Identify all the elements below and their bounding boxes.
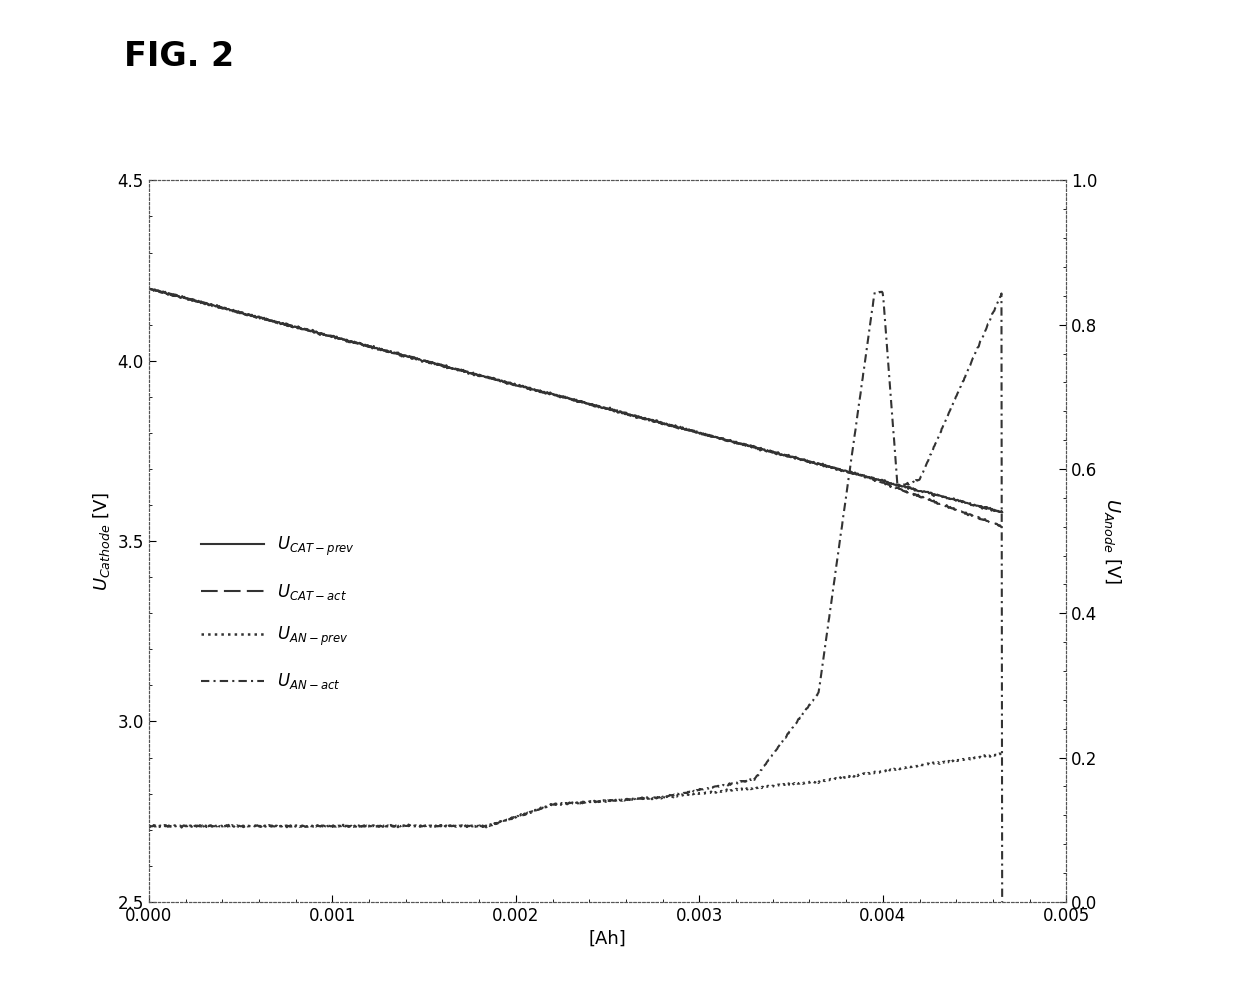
Y-axis label: $U_{Cathode}$ [V]: $U_{Cathode}$ [V]	[91, 492, 112, 590]
Legend: $U_{CAT-prev}$, $U_{CAT-act}$, $U_{AN-prev}$, $U_{AN-act}$: $U_{CAT-prev}$, $U_{CAT-act}$, $U_{AN-pr…	[193, 528, 362, 698]
Y-axis label: $U_{Anode}$ [V]: $U_{Anode}$ [V]	[1101, 498, 1122, 584]
Text: FIG. 2: FIG. 2	[124, 40, 234, 73]
X-axis label: [Ah]: [Ah]	[589, 930, 626, 948]
